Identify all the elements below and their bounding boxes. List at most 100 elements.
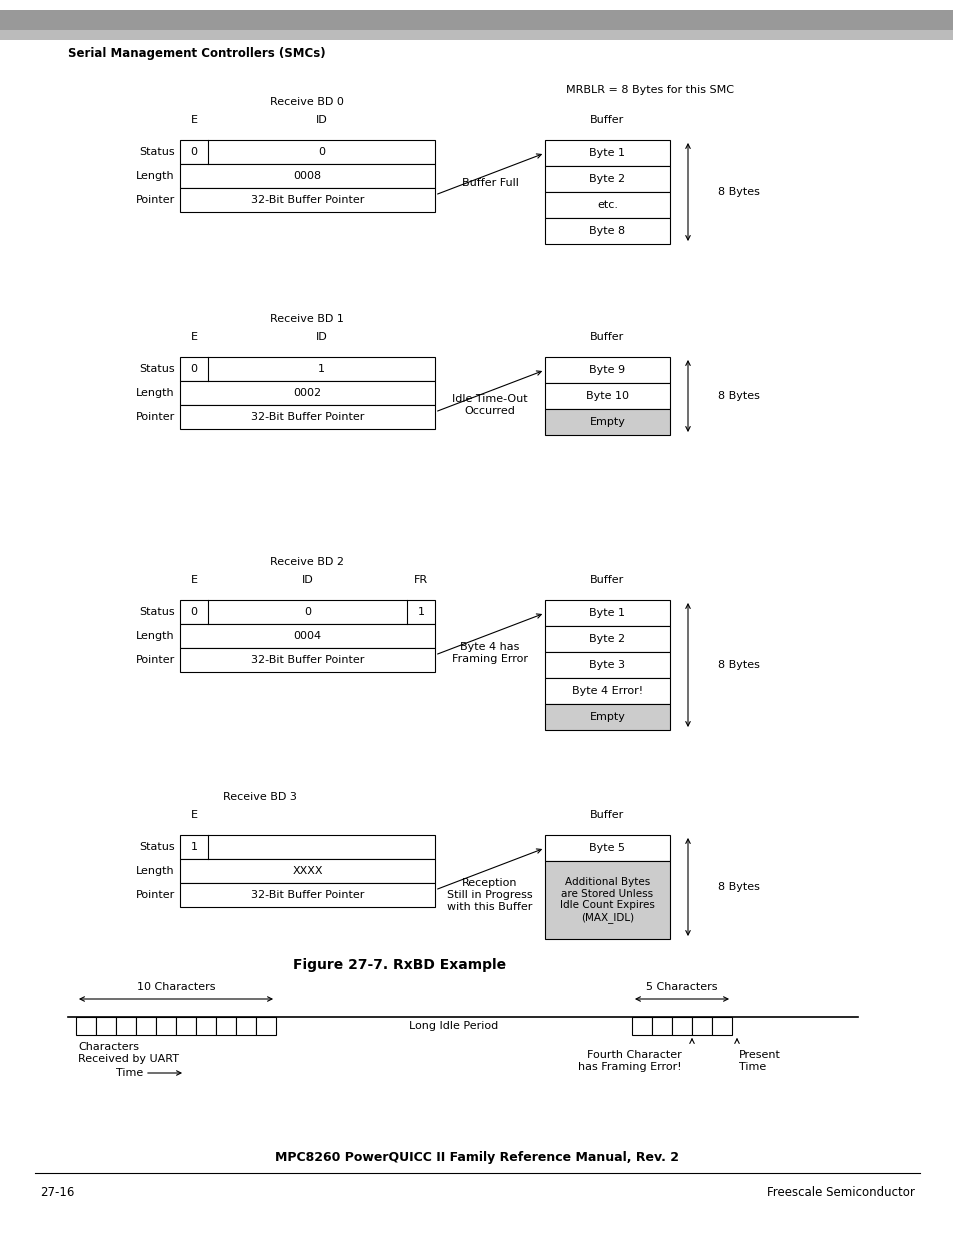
Text: Present: Present [739,1050,781,1060]
Text: Byte 1: Byte 1 [589,608,625,618]
Text: Time: Time [115,1068,143,1078]
Text: Reception
Still in Progress
with this Buffer: Reception Still in Progress with this Bu… [447,878,533,911]
Bar [691,1016,711,1035]
Bar [116,1016,136,1035]
Bar [0,30,953,40]
Text: 0: 0 [317,147,325,157]
Text: Receive BD 3: Receive BD 3 [223,792,296,802]
Text: 8 Bytes: 8 Bytes [718,186,760,198]
Text: 32-Bit Buffer Pointer: 32-Bit Buffer Pointer [251,890,364,900]
Bar [544,704,669,730]
Bar [180,624,435,648]
Text: Time: Time [739,1062,765,1072]
Text: 8 Bytes: 8 Bytes [718,882,760,892]
Text: Received by UART: Received by UART [78,1053,179,1065]
Text: 0: 0 [191,606,197,618]
Bar [180,405,435,429]
Text: 1: 1 [317,364,325,374]
Bar [544,191,669,219]
Text: E: E [191,115,197,125]
Bar [180,140,435,164]
Text: 32-Bit Buffer Pointer: 32-Bit Buffer Pointer [251,655,364,664]
Bar [180,883,435,906]
Text: Byte 3: Byte 3 [589,659,625,671]
Bar [180,164,435,188]
Text: Length: Length [136,866,174,876]
Text: Receive BD 1: Receive BD 1 [270,314,344,324]
Bar [195,1016,215,1035]
Text: Buffer: Buffer [590,576,624,585]
Text: Pointer: Pointer [135,412,174,422]
Text: MPC8260 PowerQUICC II Family Reference Manual, Rev. 2: MPC8260 PowerQUICC II Family Reference M… [274,1151,679,1163]
Text: Length: Length [136,631,174,641]
Text: 0002: 0002 [294,388,321,398]
Bar [544,861,669,939]
Text: Buffer: Buffer [590,115,624,125]
Bar [180,357,435,382]
Bar [651,1016,671,1035]
Text: ID: ID [315,115,327,125]
Text: Idle Time-Out
Occurred: Idle Time-Out Occurred [452,394,527,416]
Bar [96,1016,116,1035]
Text: Long Idle Period: Long Idle Period [409,1021,498,1031]
Bar [631,1016,651,1035]
Bar [0,10,953,30]
Text: E: E [191,332,197,342]
Text: 32-Bit Buffer Pointer: 32-Bit Buffer Pointer [251,195,364,205]
Text: Length: Length [136,170,174,182]
Text: Characters: Characters [78,1042,139,1052]
Text: Byte 4 Error!: Byte 4 Error! [572,685,642,697]
Text: 1: 1 [417,606,424,618]
Text: Byte 9: Byte 9 [589,366,625,375]
Text: Status: Status [139,364,174,374]
Bar [544,678,669,704]
Text: Pointer: Pointer [135,655,174,664]
Text: ID: ID [301,576,313,585]
Text: Byte 1: Byte 1 [589,148,625,158]
Text: E: E [191,810,197,820]
Text: Byte 10: Byte 10 [585,391,628,401]
Bar [544,219,669,245]
Text: Fourth Character: Fourth Character [587,1050,681,1060]
Bar [215,1016,235,1035]
Bar [544,409,669,435]
Text: has Framing Error!: has Framing Error! [578,1062,681,1072]
Bar [180,600,435,624]
Text: 27-16: 27-16 [40,1187,74,1199]
Bar [76,1016,96,1035]
Text: 10 Characters: 10 Characters [136,982,215,992]
Bar [180,188,435,212]
Text: Receive BD 2: Receive BD 2 [270,557,344,567]
Bar [180,648,435,672]
Bar [175,1016,195,1035]
Bar [180,382,435,405]
Bar [180,835,435,860]
Text: Byte 5: Byte 5 [589,844,625,853]
Text: E: E [191,576,197,585]
Bar [544,165,669,191]
Bar [544,600,669,626]
Text: 32-Bit Buffer Pointer: 32-Bit Buffer Pointer [251,412,364,422]
Text: Serial Management Controllers (SMCs): Serial Management Controllers (SMCs) [68,47,325,59]
Bar [136,1016,156,1035]
Text: Buffer Full: Buffer Full [461,178,517,188]
Text: Buffer: Buffer [590,332,624,342]
Text: Status: Status [139,842,174,852]
Text: 0: 0 [191,364,197,374]
Text: etc.: etc. [597,200,618,210]
Bar [235,1016,255,1035]
Bar [544,357,669,383]
Bar [544,140,669,165]
Text: MRBLR = 8 Bytes for this SMC: MRBLR = 8 Bytes for this SMC [565,85,733,95]
Text: Empty: Empty [589,713,625,722]
Text: Byte 2: Byte 2 [589,634,625,643]
Text: ID: ID [315,332,327,342]
Text: Pointer: Pointer [135,195,174,205]
Text: Byte 4 has
Framing Error: Byte 4 has Framing Error [452,642,527,663]
Text: 8 Bytes: 8 Bytes [718,659,760,671]
Text: Byte 8: Byte 8 [589,226,625,236]
Text: Pointer: Pointer [135,890,174,900]
Text: Freescale Semiconductor: Freescale Semiconductor [766,1187,914,1199]
Text: Status: Status [139,147,174,157]
Text: FR: FR [414,576,428,585]
